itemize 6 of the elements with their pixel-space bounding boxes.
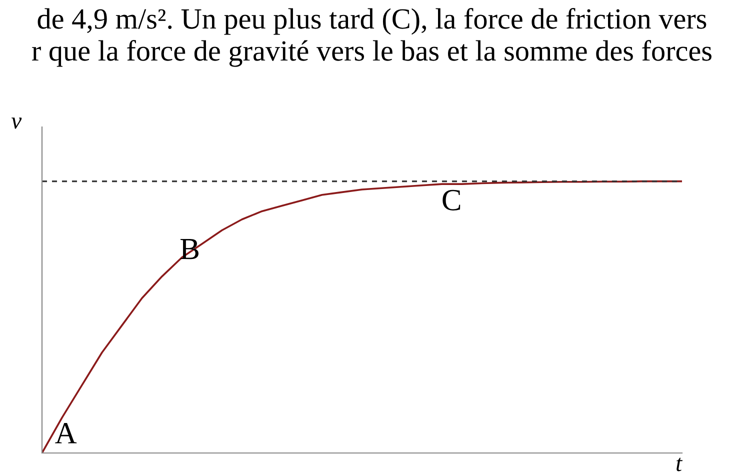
y-axis-title: v	[11, 118, 22, 129]
x-axis-title: t	[676, 458, 683, 472]
annotation: C	[442, 190, 460, 210]
annotation: A	[55, 423, 77, 444]
text: de 4,9 m/s². Un peu plus tard (C), la force de friction vers	[38, 8, 706, 35]
text: r que la force de gravité vers le bas et la somme des forces	[32, 40, 712, 67]
